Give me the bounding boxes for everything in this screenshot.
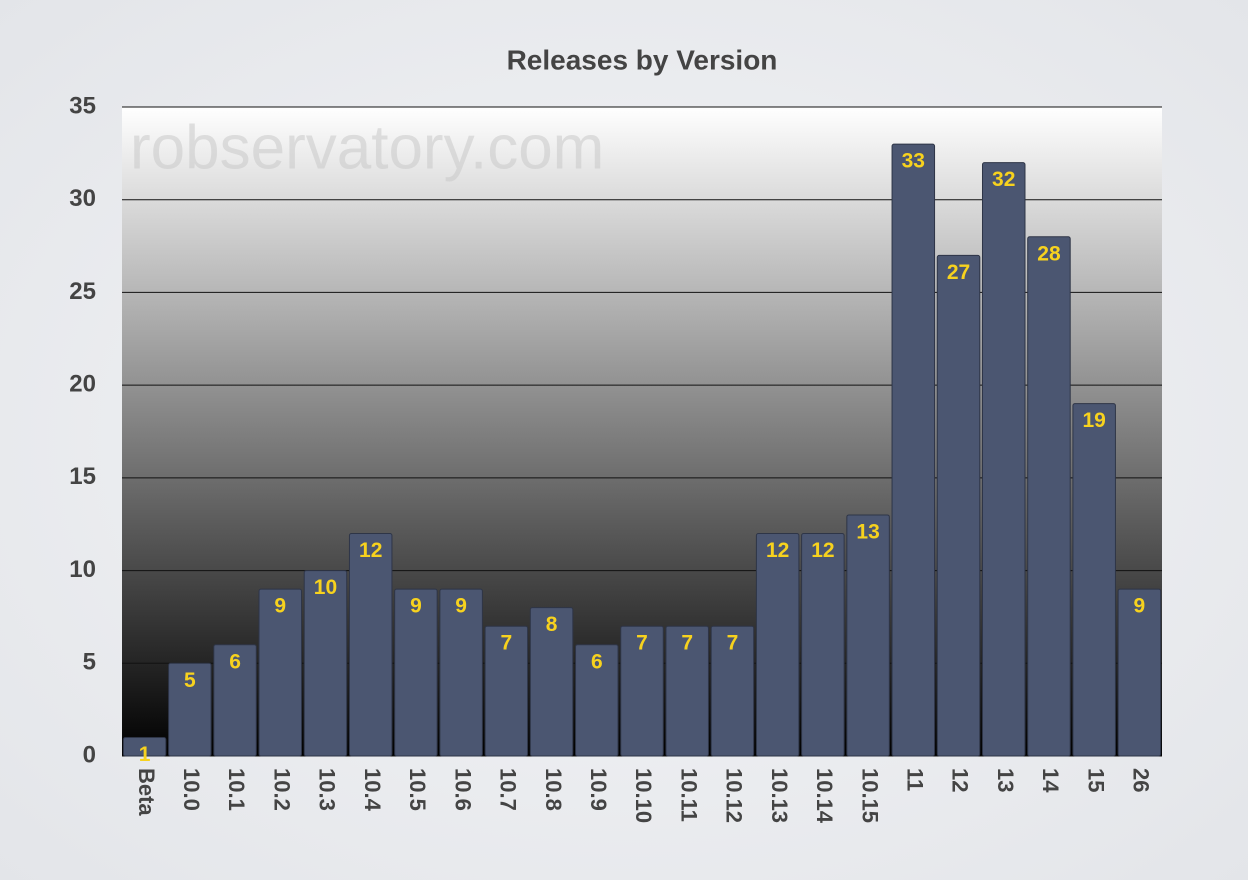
y-tick-label: 0	[83, 741, 96, 768]
chart-title: Releases by Version	[507, 44, 778, 75]
x-tick-label: 11	[902, 768, 927, 791]
value-label: 12	[766, 539, 789, 562]
bar	[620, 625, 664, 757]
bar	[122, 736, 167, 757]
x-tick-label: 15	[1083, 768, 1108, 792]
x-tick-label: 10.13	[767, 768, 792, 823]
x-tick-label: 10.1	[224, 768, 249, 811]
x-tick-label: 10.4	[360, 768, 385, 812]
bar	[936, 254, 981, 757]
value-label: 13	[856, 520, 879, 543]
y-tick-label: 35	[69, 92, 96, 119]
x-tick-label: 10.8	[541, 768, 566, 811]
value-label: 28	[1037, 242, 1061, 265]
x-tick-label: 10.3	[315, 768, 340, 811]
x-tick-label: 13	[993, 768, 1018, 792]
x-tick-label: 10.6	[450, 768, 475, 811]
bar	[801, 532, 845, 757]
value-label: 5	[184, 669, 196, 692]
value-label: 9	[1134, 595, 1146, 618]
value-label: 9	[410, 595, 422, 618]
bar	[529, 607, 574, 757]
value-label: 12	[811, 539, 834, 562]
bar	[755, 532, 800, 757]
x-tick-label: 10.2	[269, 768, 294, 811]
value-label: 9	[455, 595, 467, 618]
x-tick-label: 12	[948, 768, 973, 792]
bar	[303, 570, 348, 757]
y-tick-label: 20	[69, 370, 96, 397]
bar	[891, 143, 936, 757]
x-tick-label: 14	[1038, 768, 1063, 793]
bar	[1072, 403, 1116, 757]
x-tick-label: 10.0	[179, 768, 204, 811]
bar	[710, 625, 755, 757]
value-label: 7	[501, 632, 513, 655]
x-tick-label: 26	[1129, 768, 1154, 792]
y-tick-label: 10	[69, 556, 96, 583]
y-tick-label: 15	[69, 463, 96, 490]
x-tick-label: 10.10	[631, 768, 656, 823]
x-tick-label: Beta	[134, 768, 159, 816]
value-label: 32	[992, 168, 1015, 191]
x-tick-label: 10.12	[722, 768, 747, 823]
x-tick-label: 10.5	[405, 768, 430, 811]
bar	[348, 532, 393, 757]
y-tick-label: 5	[83, 649, 96, 676]
x-tick-label: 10.9	[586, 768, 611, 811]
value-label: 7	[681, 632, 693, 655]
value-label: 7	[727, 632, 739, 655]
x-tick-label: 10.14	[812, 768, 837, 824]
x-tick-label: 10.7	[496, 768, 521, 811]
bar	[1117, 588, 1162, 757]
value-label: 7	[636, 632, 648, 655]
bar	[575, 644, 619, 757]
watermark: robservatory.com	[130, 113, 604, 182]
value-label: 9	[274, 595, 286, 618]
y-tick-label: 30	[69, 185, 96, 212]
value-label: 1	[139, 743, 151, 766]
x-tick-label: 10.11	[676, 768, 701, 822]
value-label: 19	[1082, 409, 1105, 432]
value-label: 33	[902, 150, 925, 173]
bar	[168, 662, 212, 757]
bar	[981, 162, 1026, 757]
value-label: 6	[591, 650, 603, 673]
bar	[1027, 236, 1071, 757]
value-label: 6	[229, 650, 241, 673]
bar	[665, 625, 709, 757]
value-label: 8	[546, 613, 558, 636]
bar	[439, 588, 483, 757]
bar	[394, 588, 438, 757]
value-label: 27	[947, 261, 970, 284]
bar	[484, 625, 529, 757]
y-tick-label: 25	[69, 278, 96, 305]
value-label: 10	[314, 576, 337, 599]
value-label: 12	[359, 539, 382, 562]
x-tick-label: 10.15	[857, 768, 882, 823]
bar	[846, 514, 890, 757]
bar	[213, 644, 257, 757]
bar	[258, 588, 303, 757]
